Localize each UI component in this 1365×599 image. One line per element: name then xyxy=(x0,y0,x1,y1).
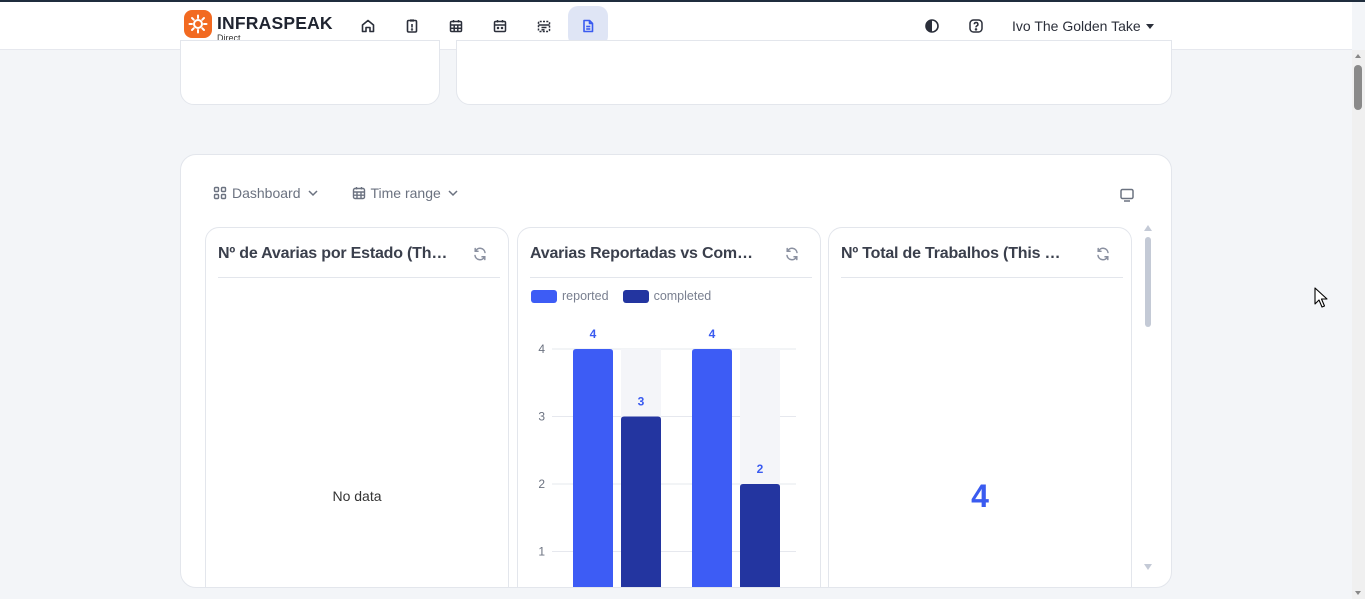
nav-calendar[interactable] xyxy=(480,6,520,46)
calendar-icon xyxy=(352,187,365,200)
logo-title: INFRASPEAK xyxy=(217,13,333,33)
scroll-down-icon[interactable] xyxy=(1144,564,1152,570)
window-top-border xyxy=(0,0,1365,2)
clipboard-icon xyxy=(406,19,418,33)
scroll-down-icon[interactable] xyxy=(1355,591,1361,595)
refresh-icon xyxy=(474,247,486,261)
refresh-icon xyxy=(786,247,798,261)
refresh-button[interactable] xyxy=(472,246,488,267)
data-label: 4 xyxy=(709,327,716,341)
widgets-scrollbar[interactable] xyxy=(1142,225,1154,570)
monitor-icon xyxy=(1120,188,1134,202)
logo-subtitle: Direct xyxy=(217,32,241,43)
nav-home[interactable] xyxy=(348,6,388,46)
dashboard-toolbar: Dashboard Time range xyxy=(213,185,492,201)
dashboard-dropdown[interactable]: Dashboard xyxy=(213,185,324,201)
chart-legend: reported completed xyxy=(531,289,725,303)
legend-item-completed[interactable]: completed xyxy=(622,289,712,303)
page-scrollbar-thumb[interactable] xyxy=(1354,65,1362,110)
y-tick-label: 2 xyxy=(538,477,545,491)
home-icon xyxy=(361,19,375,33)
widget-title: Nº de Avarias por Estado (This ... xyxy=(218,245,450,262)
widget-avarias-por-estado: Nº de Avarias por Estado (This ... No da… xyxy=(205,227,509,587)
summary-card-left xyxy=(180,40,440,105)
calendar-grid-icon xyxy=(449,20,463,33)
tv-mode-button[interactable] xyxy=(1119,187,1135,208)
y-tick-label: 4 xyxy=(538,342,545,356)
data-label: 4 xyxy=(590,327,597,341)
bar-chart: 4 3 2 1 4 3 4 2 xyxy=(538,327,796,587)
app-logo[interactable]: INFRASPEAK Direct xyxy=(184,10,334,44)
legend-label: completed xyxy=(653,289,712,303)
summary-card-right xyxy=(456,40,1172,105)
dashboard-panel: Dashboard Time range Nº de Avarias por E… xyxy=(180,154,1172,588)
bar-reported xyxy=(692,349,732,587)
widget-total-trabalhos: Nº Total de Trabalhos (This mon... 4 xyxy=(828,227,1132,587)
nav-tasks[interactable] xyxy=(392,6,432,46)
nav-schedule[interactable] xyxy=(524,6,564,46)
caret-down-icon xyxy=(1145,23,1154,29)
theme-toggle[interactable] xyxy=(918,12,946,40)
dashboard-label: Dashboard xyxy=(232,185,301,201)
contrast-icon xyxy=(925,19,939,33)
legend-swatch xyxy=(622,289,649,303)
legend-label: reported xyxy=(562,289,609,303)
user-name: Ivo The Golden Take xyxy=(1012,18,1141,34)
help-icon xyxy=(969,19,983,33)
refresh-button[interactable] xyxy=(1095,246,1111,267)
refresh-icon xyxy=(1097,247,1109,261)
legend-item-reported[interactable]: reported xyxy=(531,289,609,303)
bar-completed xyxy=(740,484,780,587)
data-label: 3 xyxy=(638,395,645,409)
widgets-scrollbar-thumb[interactable] xyxy=(1145,237,1151,327)
chevron-down-icon xyxy=(448,190,458,197)
widget-title: Nº Total de Trabalhos (This mon... xyxy=(841,245,1073,262)
time-range-dropdown[interactable]: Time range xyxy=(352,185,464,201)
nav-planning[interactable] xyxy=(436,6,476,46)
y-tick-label: 1 xyxy=(538,545,545,559)
mouse-cursor-icon xyxy=(1314,287,1328,308)
refresh-button[interactable] xyxy=(784,246,800,267)
no-data-message: No data xyxy=(332,488,382,504)
planner-icon xyxy=(537,20,551,33)
chevron-down-icon xyxy=(307,190,318,197)
y-tick-label: 3 xyxy=(538,410,545,424)
kpi-value: 4 xyxy=(971,478,989,514)
widget-avarias-reportadas-vs-completadas: Avarias Reportadas vs Comple... reported… xyxy=(517,227,821,587)
user-menu[interactable]: Ivo The Golden Take xyxy=(1012,18,1154,34)
scroll-up-icon[interactable] xyxy=(1355,54,1361,58)
calendar-icon xyxy=(493,20,507,33)
report-icon xyxy=(583,19,594,33)
bar-reported xyxy=(573,349,613,587)
scroll-up-icon[interactable] xyxy=(1144,225,1152,231)
data-label: 2 xyxy=(757,462,764,476)
help-button[interactable] xyxy=(962,12,990,40)
bar-completed xyxy=(621,416,661,587)
time-range-label: Time range xyxy=(370,185,441,201)
infraspeak-logo-icon xyxy=(184,10,212,38)
grid-icon xyxy=(213,186,227,200)
page-scrollbar[interactable] xyxy=(1352,50,1365,599)
legend-swatch xyxy=(531,289,557,303)
